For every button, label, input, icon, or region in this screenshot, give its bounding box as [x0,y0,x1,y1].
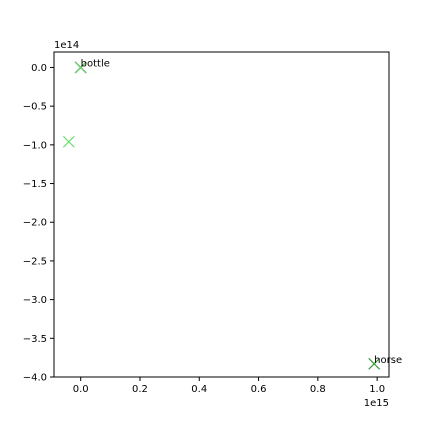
x-axis: 0.0 0.2 0.4 0.6 0.8 1.0 [73,377,385,395]
y-tick-label: −4.0 [23,373,47,384]
y-tick-label: −3.0 [23,295,47,306]
data-points [62,61,381,370]
x-tick-label: 0.2 [132,384,148,395]
y-tick-label: −1.5 [23,179,47,190]
y-tick-label: −2.0 [23,218,47,229]
y-tick-label: −1.0 [23,140,47,151]
data-point [74,61,87,74]
y-axis: 0.0 −0.5 −1.0 −1.5 −2.0 −2.5 −3.0 −3.5 −4.0 [23,63,54,384]
y-offset-label: 1e14 [54,40,79,51]
x-tick-label: 0.6 [251,384,267,395]
x-tick-label: 0.0 [73,384,89,395]
data-point [368,357,381,370]
y-tick-label: −0.5 [23,102,47,113]
point-annotations: bottle horse [81,58,402,365]
y-tick-label: −3.5 [23,334,47,345]
data-point [62,135,75,148]
point-label: bottle [81,58,110,69]
x-offset-label: 1e15 [364,398,389,409]
y-tick-label: −2.5 [23,256,47,267]
y-tick-label: 0.0 [31,63,47,74]
x-tick-label: 1.0 [369,384,385,395]
x-tick-label: 0.8 [310,384,326,395]
x-tick-label: 0.4 [191,384,207,395]
plot-frame [53,51,390,378]
point-label: horse [374,355,402,366]
